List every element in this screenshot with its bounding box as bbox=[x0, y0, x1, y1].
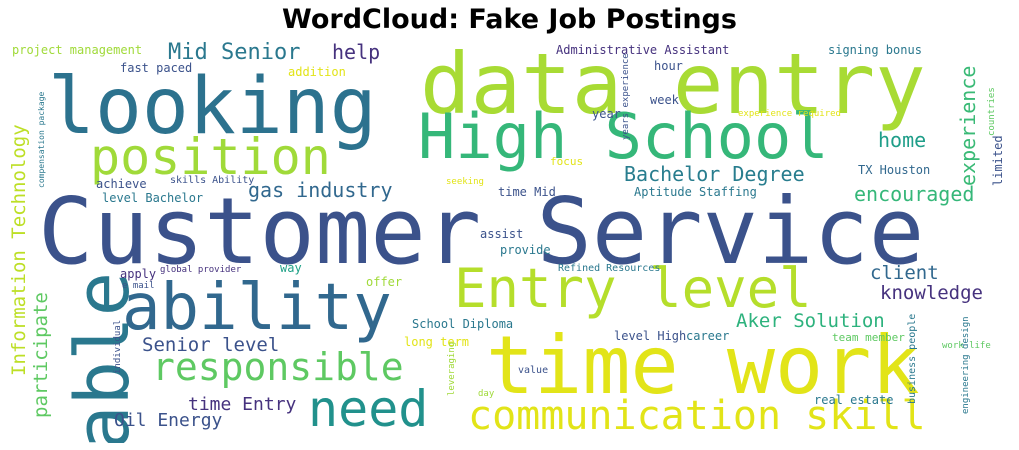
word-oil-energy: Oil Energy bbox=[114, 410, 223, 431]
word-responsible: responsible bbox=[152, 345, 404, 389]
word-time-work: time work bbox=[486, 319, 920, 412]
word-level-high: level High bbox=[614, 329, 687, 343]
word-project-management: project management bbox=[12, 43, 143, 57]
word-years-experience: years experience bbox=[621, 53, 631, 140]
word-team-member: team member bbox=[832, 331, 905, 344]
word-experience-required: experience required bbox=[738, 109, 841, 119]
word-value: value bbox=[518, 365, 549, 376]
word-aker-solution: Aker Solution bbox=[736, 310, 885, 332]
word-hour: hour bbox=[654, 59, 683, 73]
word-mid-senior: Mid Senior bbox=[168, 40, 301, 65]
word-level-bachelor: level Bachelor bbox=[102, 191, 204, 205]
word-apply: apply bbox=[120, 267, 157, 281]
word-skills-ability: skills Ability bbox=[170, 175, 255, 186]
word-data-entry: data entry bbox=[420, 40, 926, 133]
word-senior-level: Senior level bbox=[142, 334, 280, 356]
word-aptitude-staffing: Aptitude Staffing bbox=[634, 185, 757, 199]
word-week: week bbox=[650, 93, 679, 107]
word-offer: offer bbox=[366, 275, 403, 289]
word-home: home bbox=[878, 128, 927, 152]
word-compensation-package: compensation package bbox=[37, 91, 46, 188]
word-addition: addition bbox=[288, 65, 346, 79]
word-real-estate: real estate bbox=[814, 393, 894, 407]
word-time-entry: time Entry bbox=[188, 394, 297, 415]
word-position: position bbox=[90, 128, 331, 186]
word-global-provider: global provider bbox=[160, 265, 242, 275]
chart-title: WordCloud: Fake Job Postings bbox=[282, 4, 737, 35]
word-high-school: High School bbox=[418, 100, 829, 173]
word-experience: experience bbox=[956, 65, 980, 186]
word-need: need bbox=[308, 380, 429, 438]
word-long-term: long term bbox=[404, 335, 470, 349]
word-signing-bonus: signing bonus bbox=[828, 43, 922, 57]
word-tx-houston: TX Houston bbox=[858, 163, 931, 177]
word-customer-service: Customer Service bbox=[38, 178, 925, 285]
word-gas-industry: gas industry bbox=[248, 178, 393, 202]
word-encouraged: encouraged bbox=[854, 182, 975, 206]
word-administrative-assistant: Administrative Assistant bbox=[556, 43, 730, 57]
word-help: help bbox=[332, 40, 381, 64]
word-career: career bbox=[686, 329, 730, 343]
word-fast-paced: fast paced bbox=[120, 61, 193, 75]
word-individual: individual bbox=[113, 319, 123, 374]
word-engineering-design: engineering design bbox=[961, 316, 971, 414]
word-knowledge: knowledge bbox=[880, 282, 983, 304]
word-e-mail: e mail bbox=[122, 281, 155, 291]
word-year: year bbox=[592, 107, 621, 121]
word-bachelor-degree: Bachelor Degree bbox=[624, 162, 805, 186]
word-limited: limited bbox=[991, 135, 1005, 186]
word-communication-skill: communication skill bbox=[468, 393, 926, 439]
word-ability: ability bbox=[122, 271, 392, 345]
word-looking: looking bbox=[48, 62, 377, 152]
word-school-diploma: School Diploma bbox=[412, 317, 514, 331]
word-cloud: Customer Service data entry looking High… bbox=[10, 40, 1010, 443]
word-refined-resources: Refined Resources bbox=[558, 263, 661, 274]
word-countries: countries bbox=[987, 87, 997, 136]
word-entry-level: Entry level bbox=[454, 257, 812, 320]
word-achieve: achieve bbox=[96, 177, 147, 191]
word-participate: participate bbox=[30, 292, 52, 418]
word-way: way bbox=[280, 261, 302, 275]
word-seeking: seeking bbox=[446, 177, 484, 187]
word-provide: provide bbox=[500, 243, 551, 257]
word-leveraging: leveraging bbox=[447, 341, 457, 396]
word-business-people: business people bbox=[907, 313, 918, 404]
word-assist: assist bbox=[480, 227, 524, 241]
word-client: client bbox=[870, 262, 939, 284]
word-focus: focus bbox=[550, 155, 584, 168]
word-work-life: work life bbox=[942, 341, 991, 351]
word-day: day bbox=[478, 389, 495, 399]
word-information-technology: Information Technology bbox=[10, 124, 30, 376]
word-time-mid: time Mid bbox=[498, 185, 556, 199]
